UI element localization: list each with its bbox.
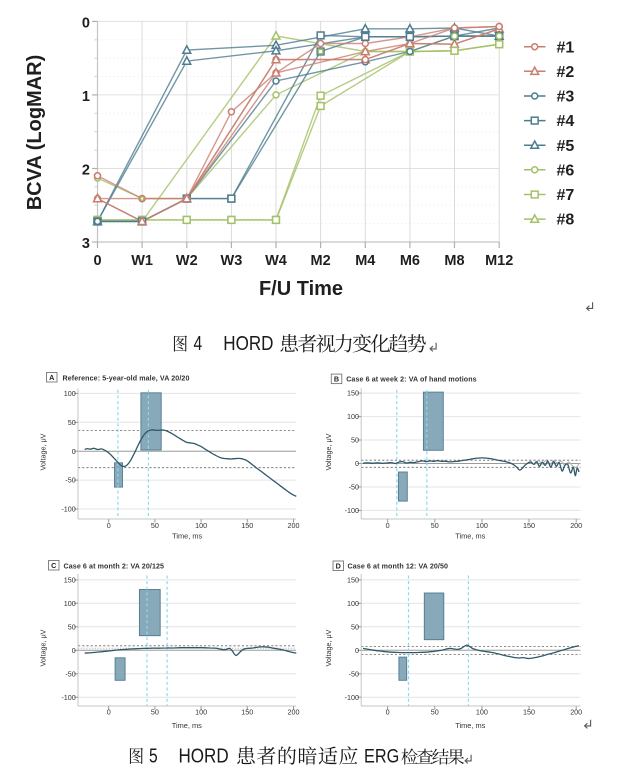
svg-text:150: 150 [523, 521, 535, 530]
svg-text:B: B [334, 375, 339, 384]
svg-text:Voltage, μV: Voltage, μV [324, 629, 333, 666]
svg-text:HORD: HORD [179, 744, 229, 767]
svg-text:F/U Time: F/U Time [259, 278, 343, 300]
svg-text:50: 50 [351, 622, 359, 631]
svg-text:200: 200 [570, 521, 582, 530]
svg-text:0: 0 [82, 15, 90, 31]
svg-text:M12: M12 [485, 253, 513, 269]
svg-text:50: 50 [151, 521, 159, 530]
svg-text:Case 6 at month 2: VA 20/125: Case 6 at month 2: VA 20/125 [64, 562, 165, 570]
svg-text:W3: W3 [221, 253, 243, 269]
svg-text:-50: -50 [349, 669, 359, 678]
svg-text:-50: -50 [65, 669, 75, 678]
svg-text:100: 100 [347, 599, 359, 608]
svg-text:3: 3 [82, 236, 90, 252]
svg-text:Voltage, μV: Voltage, μV [39, 433, 48, 470]
svg-text:0: 0 [386, 521, 390, 530]
svg-text:0: 0 [72, 447, 76, 456]
svg-text:150: 150 [241, 521, 253, 530]
svg-text:HORD: HORD [223, 332, 273, 355]
svg-text:-100: -100 [345, 693, 359, 702]
svg-text:M8: M8 [444, 253, 464, 269]
svg-text:BCVA (LogMAR): BCVA (LogMAR) [24, 55, 46, 211]
svg-text:0: 0 [107, 708, 111, 717]
svg-text:100: 100 [195, 708, 207, 717]
svg-text:100: 100 [347, 412, 359, 421]
svg-text:-50: -50 [349, 483, 359, 492]
svg-text:#5: #5 [557, 138, 575, 155]
svg-text:M6: M6 [400, 253, 420, 269]
svg-text:5: 5 [149, 745, 158, 767]
svg-text:M4: M4 [355, 253, 375, 269]
svg-text:Time, ms: Time, ms [455, 721, 485, 730]
svg-text:0: 0 [107, 521, 111, 530]
svg-text:200: 200 [288, 521, 300, 530]
svg-text:#3: #3 [557, 89, 575, 106]
svg-text:#6: #6 [557, 162, 575, 179]
svg-text:50: 50 [351, 436, 359, 445]
svg-text:0: 0 [355, 646, 359, 655]
svg-text:C: C [51, 561, 56, 570]
svg-text:0: 0 [72, 646, 76, 655]
svg-text:D: D [336, 562, 341, 571]
svg-text:W2: W2 [176, 253, 198, 269]
svg-text:2: 2 [82, 163, 90, 179]
svg-text:Voltage, μV: Voltage, μV [324, 433, 333, 470]
svg-text:#2: #2 [557, 64, 575, 81]
svg-text:#4: #4 [557, 113, 575, 130]
svg-text:#8: #8 [557, 212, 575, 229]
svg-text:100: 100 [64, 389, 76, 398]
svg-text:-100: -100 [61, 693, 75, 702]
svg-text:Case 6 at week 2: VA of hand m: Case 6 at week 2: VA of hand motions [346, 375, 477, 383]
svg-text:100: 100 [476, 708, 488, 717]
svg-text:50: 50 [151, 708, 159, 717]
svg-text:150: 150 [523, 708, 535, 717]
svg-text:-100: -100 [61, 505, 75, 514]
svg-text:#7: #7 [557, 187, 575, 204]
svg-text:-100: -100 [345, 506, 359, 515]
svg-text:0: 0 [93, 253, 101, 269]
svg-text:Time, ms: Time, ms [455, 532, 485, 541]
svg-text:Case 6 at month 12: VA 20/50: Case 6 at month 12: VA 20/50 [348, 562, 449, 570]
svg-text:-50: -50 [65, 476, 75, 485]
svg-text:50: 50 [68, 418, 76, 427]
svg-text:Time, ms: Time, ms [172, 532, 202, 541]
svg-text:150: 150 [241, 708, 253, 717]
svg-text:A: A [49, 373, 54, 382]
svg-text:1: 1 [82, 89, 90, 105]
svg-text:100: 100 [64, 599, 76, 608]
svg-text:0: 0 [386, 708, 390, 717]
svg-text:0: 0 [355, 459, 359, 468]
svg-text:ERG: ERG [364, 745, 399, 767]
svg-text:150: 150 [347, 576, 359, 585]
svg-text:W1: W1 [131, 253, 153, 269]
svg-text:200: 200 [570, 708, 582, 717]
svg-text:#1: #1 [557, 39, 575, 56]
svg-text:Voltage, μV: Voltage, μV [39, 629, 48, 666]
svg-text:4: 4 [194, 332, 203, 354]
svg-text:50: 50 [431, 708, 439, 717]
svg-text:100: 100 [476, 521, 488, 530]
svg-text:Reference: 5-year-old male, VA: Reference: 5-year-old male, VA 20/20 [63, 374, 190, 382]
svg-text:W4: W4 [265, 253, 287, 269]
svg-text:50: 50 [431, 521, 439, 530]
svg-text:150: 150 [64, 576, 76, 585]
svg-text:Time, ms: Time, ms [172, 721, 202, 730]
svg-text:M2: M2 [311, 253, 331, 269]
svg-text:150: 150 [347, 389, 359, 398]
svg-text:200: 200 [288, 708, 300, 717]
svg-text:50: 50 [68, 622, 76, 631]
svg-text:100: 100 [195, 521, 207, 530]
